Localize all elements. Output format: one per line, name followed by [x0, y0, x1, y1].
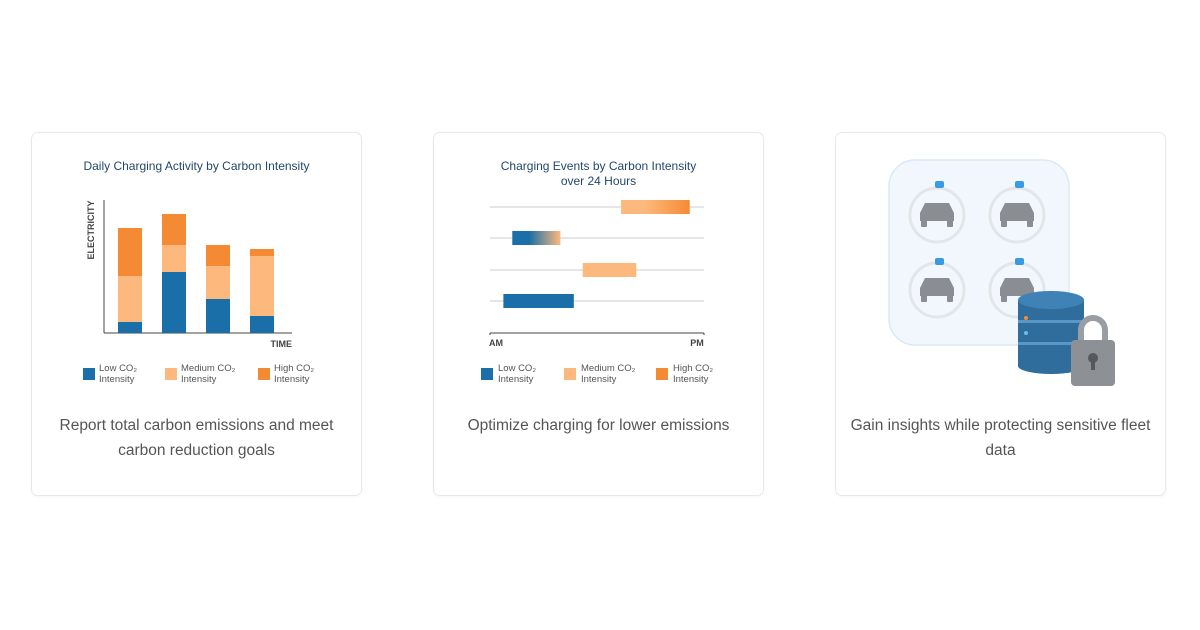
range-bar: [503, 294, 574, 308]
x-axis-label: TIME: [271, 339, 293, 349]
bar-segment: [162, 272, 186, 333]
caption: Optimize charging for lower emissions: [467, 417, 730, 434]
legend-label: Medium CO₂ Intensity: [181, 363, 236, 385]
bar-segment: [250, 256, 274, 316]
bar-segment: [118, 276, 142, 322]
card: [31, 132, 362, 496]
legend-swatch: [481, 368, 493, 380]
bar-segment: [162, 214, 186, 245]
legend-swatch: [656, 368, 668, 380]
legend-swatch: [165, 368, 177, 380]
fleet-illustration: [888, 159, 1115, 386]
bar-segment: [250, 249, 274, 256]
legend-label: Medium CO₂ Intensity: [581, 363, 636, 385]
legend-label: High CO₂ Intensity: [274, 363, 315, 385]
y-axis-label: ELECTRICITY: [86, 200, 96, 259]
range-bar: [512, 231, 561, 245]
legend-label: Low CO₂ Intensity: [99, 363, 138, 385]
bar-segment: [206, 299, 230, 333]
legend-label: High CO₂ Intensity: [673, 363, 714, 385]
chart-title: Charging Events by Carbon Intensity: [500, 159, 697, 173]
legend-swatch: [564, 368, 576, 380]
bar-segment: [206, 245, 230, 266]
caption: Report total carbon emissions and meet c…: [59, 417, 334, 459]
card: [433, 132, 764, 496]
legend-swatch: [258, 368, 270, 380]
range-bar: [621, 200, 690, 214]
bar-segment: [118, 228, 142, 276]
bar-segment: [250, 316, 274, 333]
bar-segment: [118, 322, 142, 333]
range-bar: [582, 263, 637, 277]
bar-segment: [162, 245, 186, 272]
legend-swatch: [83, 368, 95, 380]
caption: Gain insights while protecting sensitive…: [850, 417, 1151, 459]
chart-title: Daily Charging Activity by Carbon Intens…: [83, 159, 310, 173]
x-tick-label: AM: [489, 338, 503, 348]
chart-title: over 24 Hours: [560, 174, 637, 188]
card: [835, 132, 1166, 496]
legend-label: Low CO₂ Intensity: [498, 363, 537, 385]
x-tick-label: PM: [690, 338, 704, 348]
bar-segment: [206, 266, 230, 299]
